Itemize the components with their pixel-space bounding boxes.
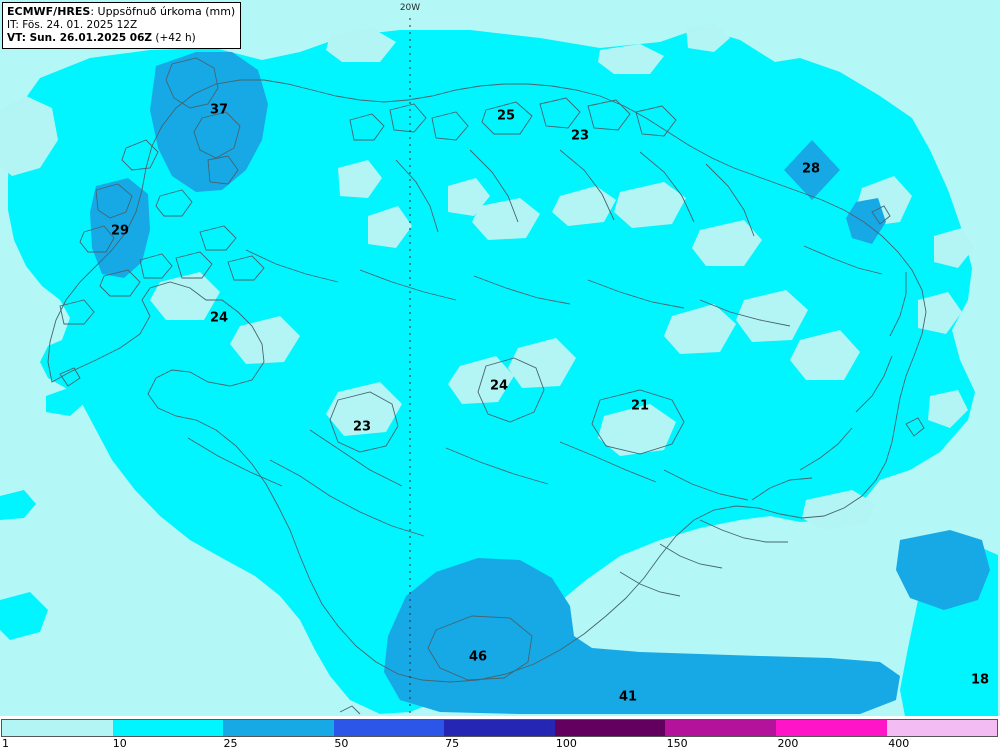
precip-value-label: 29	[110, 223, 130, 239]
colorbar-swatch-400[interactable]	[886, 720, 998, 736]
colorbar-legend: 1 10 25 50 75 100 150 200 400	[0, 716, 1000, 750]
precipitation-map[interactable]: 20W 37 29 25 23 28 24 24 23 21 46 41 18 ECMWF/HRES:…	[0, 0, 1000, 716]
info-title-line: ECMWF/HRES: Uppsöfnuð úrkoma (mm)	[7, 5, 235, 19]
precip-value-label: 41	[618, 689, 638, 705]
colorbar-swatch-50[interactable]	[333, 720, 445, 736]
colorbar-swatches[interactable]	[1, 719, 998, 737]
parameter-name: : Uppsöfnuð úrkoma (mm)	[90, 5, 236, 18]
init-time-line: IT: Fös. 24. 01. 2025 12Z	[7, 18, 138, 31]
colorbar-tick-1: 1	[2, 737, 9, 750]
valid-time-lead: (+42 h)	[152, 31, 196, 44]
precip-value-label: 23	[570, 128, 590, 144]
colorbar-swatch-10[interactable]	[112, 720, 224, 736]
valid-time-line: VT: Sun. 26.01.2025 06Z (+42 h)	[7, 32, 235, 45]
colorbar-tick-75: 75	[445, 737, 460, 750]
colorbar-swatch-200[interactable]	[775, 720, 887, 736]
coastline-outline	[47, 57, 927, 715]
colorbar-tick-150: 150	[666, 737, 688, 750]
colorbar-swatch-1[interactable]	[2, 720, 113, 736]
colorbar-swatch-150[interactable]	[665, 720, 776, 736]
precip-value-label: 24	[489, 378, 509, 394]
precip-value-label: 21	[630, 398, 650, 414]
precip-value-label: 25	[496, 108, 516, 124]
precip-value-label: 37	[209, 102, 229, 118]
precip-band-25-50	[90, 52, 990, 714]
colorbar-swatch-25[interactable]	[223, 720, 334, 736]
colorbar-swatch-100[interactable]	[554, 720, 666, 736]
map-canvas	[0, 18, 998, 716]
colorbar-tick-50: 50	[334, 737, 349, 750]
model-name: ECMWF/HRES	[7, 5, 91, 18]
precip-value-label: 24	[209, 310, 229, 326]
precip-value-label: 46	[468, 649, 488, 665]
colorbar-tick-400: 400	[888, 737, 910, 750]
colorbar-tick-100: 100	[555, 737, 577, 750]
colorbar-tick-10: 10	[112, 737, 127, 750]
valid-time-label: VT: Sun. 26.01.2025 06Z	[7, 31, 153, 44]
precip-value-label: 23	[352, 419, 372, 435]
colorbar-tick-labels: 1 10 25 50 75 100 150 200 400	[0, 737, 1000, 750]
precip-value-label: 18	[970, 672, 990, 688]
forecast-info-box: ECMWF/HRES: Uppsöfnuð úrkoma (mm) IT: Fö…	[2, 2, 242, 49]
longitude-label-20w: 20W	[399, 3, 421, 13]
precip-value-label: 28	[801, 161, 821, 177]
colorbar-swatch-75[interactable]	[444, 720, 555, 736]
colorbar-tick-200: 200	[777, 737, 799, 750]
colorbar-tick-25: 25	[223, 737, 238, 750]
